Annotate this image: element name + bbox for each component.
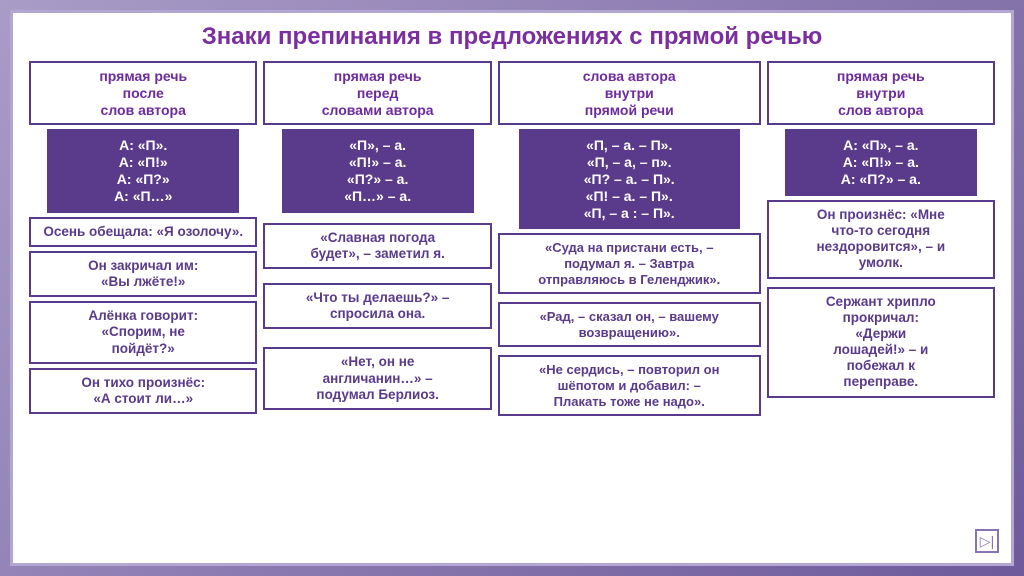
- col1-ex4: Он тихо произнёс: «А стоит ли…»: [29, 368, 257, 414]
- column-2: прямая речь перед словами автора «П», – …: [263, 61, 491, 547]
- col1-ex1: Осень обещала: «Я озолочу».: [29, 217, 257, 247]
- col3-ex2: «Рад, – сказал он, – вашему возвращению»…: [498, 302, 761, 347]
- col1-pattern: А: «П». А: «П!» А: «П?» А: «П…»: [47, 129, 239, 212]
- col2-header: прямая речь перед словами автора: [263, 61, 491, 125]
- col3-ex1: «Суда на пристани есть, – подумал я. – З…: [498, 233, 761, 294]
- col2-ex3: «Нет, он не англичанин…» – подумал Берли…: [263, 347, 491, 410]
- column-3: слова автора внутри прямой речи «П, – а.…: [498, 61, 761, 547]
- col2-ex2: «Что ты делаешь?» – спросила она.: [263, 283, 491, 329]
- col3-ex3: «Не сердись, – повторил он шёпотом и доб…: [498, 355, 761, 416]
- page-title: Знаки препинания в предложениях с прямой…: [29, 23, 995, 51]
- col2-pattern: «П», – а. «П!» – а. «П?» – а. «П…» – а.: [282, 129, 474, 212]
- column-4: прямая речь внутри слов автора А: «П», –…: [767, 61, 995, 547]
- col3-header: слова автора внутри прямой речи: [498, 61, 761, 125]
- columns-container: прямая речь после слов автора А: «П». А:…: [29, 61, 995, 547]
- col2-ex1: «Славная погода будет», – заметил я.: [263, 223, 491, 269]
- outer-frame: Знаки препинания в предложениях с прямой…: [0, 0, 1024, 576]
- col1-header: прямая речь после слов автора: [29, 61, 257, 125]
- col4-pattern: А: «П», – а. А: «П!» – а. А: «П?» – а.: [785, 129, 977, 195]
- col4-header: прямая речь внутри слов автора: [767, 61, 995, 125]
- col4-ex1: Он произнёс: «Мне что-то сегодня нездоро…: [767, 200, 995, 279]
- col1-ex3: Алёнка говорит: «Спорим, не пойдёт?»: [29, 301, 257, 364]
- next-icon[interactable]: ▷|: [975, 529, 999, 553]
- column-1: прямая речь после слов автора А: «П». А:…: [29, 61, 257, 547]
- inner-frame: Знаки препинания в предложениях с прямой…: [10, 10, 1014, 566]
- col4-ex2: Сержант хрипло прокричал: «Держи лошадей…: [767, 287, 995, 398]
- col1-ex2: Он закричал им: «Вы лжёте!»: [29, 251, 257, 297]
- col3-pattern: «П, – а. – П». «П, – а, – п». «П? – а. –…: [519, 129, 740, 229]
